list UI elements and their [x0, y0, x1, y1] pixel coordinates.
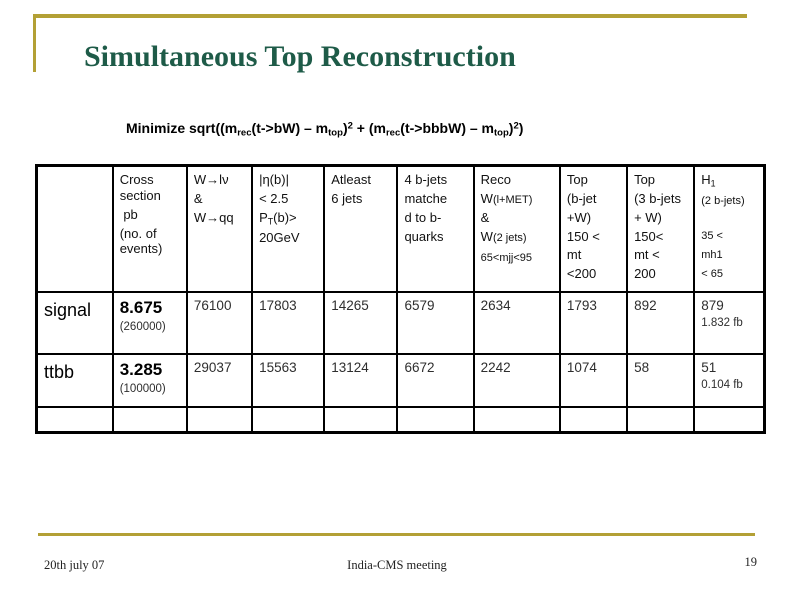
table-cell — [396, 405, 475, 434]
cell-value: 3.285 — [119, 359, 163, 379]
row-label-ttbb: ttbb — [35, 352, 114, 408]
table-cell — [626, 405, 696, 434]
cell-value: 17803 — [259, 297, 297, 313]
header-4-bjets-matched: 4 b-jets matche d to b-quarks — [396, 164, 475, 293]
table-cell: 29037 — [185, 352, 254, 408]
table-cell: 2242 — [472, 352, 561, 408]
table-cell: 2634 — [472, 290, 561, 355]
table-cell: 6579 — [396, 290, 475, 355]
table-cell — [111, 405, 188, 434]
table-cell: 1074 — [558, 352, 629, 408]
row-label-signal: signal — [35, 290, 114, 355]
cell-value: 6672 — [404, 359, 435, 375]
cell-value: 58 — [634, 359, 650, 375]
cell-value: 13124 — [331, 359, 369, 375]
slide-title: Simultaneous Top Reconstruction — [84, 40, 516, 73]
table-cell — [35, 405, 114, 434]
table-cell: 3.285 (100000) — [111, 352, 188, 408]
cell-value: 8.675 — [119, 297, 163, 317]
table-cell: 76100 — [185, 290, 254, 355]
cell-value: 892 — [634, 297, 657, 313]
header-w-decay: W→lν & W→qq — [185, 164, 254, 293]
table-cell: 13124 — [323, 352, 399, 408]
header-top-3bjets-w: Top (3 b-jets + W) 150< mt <200 — [626, 164, 696, 293]
table-cell: 892 — [626, 290, 696, 355]
results-table: Cross section pb (no. of events) W→lν & W→q… — [35, 164, 766, 434]
table-cell: 14265 — [323, 290, 399, 355]
header-reco-w: Reco W(l+MET) & W(2 jets) 65<mjj<95 — [472, 164, 561, 293]
table-cell — [472, 405, 561, 434]
table-cell: 17803 — [251, 290, 326, 355]
footer-meeting-name: India-CMS meeting — [347, 558, 447, 572]
table-cell: 58 — [626, 352, 696, 408]
table-cell — [693, 405, 766, 434]
table-cell — [558, 405, 629, 434]
table-cell: 879 1.832 fb — [693, 290, 766, 355]
table-row-ttbb: ttbb 3.285 (100000) 29037 15563 13124 66… — [35, 352, 766, 408]
cell-value: 29037 — [193, 359, 232, 375]
cell-value: 879 — [701, 297, 724, 313]
table-header-row: Cross section pb (no. of events) W→lν & W→q… — [35, 164, 766, 293]
top-accent-line — [33, 14, 747, 18]
table-cell: 1793 — [558, 290, 629, 355]
cell-value: 76100 — [193, 297, 232, 313]
footer-accent-line — [38, 533, 755, 536]
cell-value: 15563 — [259, 359, 297, 375]
cell-note: 0.104 fb — [701, 378, 743, 391]
table-cell — [323, 405, 399, 434]
cell-value: 14265 — [331, 297, 369, 313]
header-cross-section: Cross section pb (no. of events) — [111, 164, 188, 293]
table-cell: 15563 — [251, 352, 326, 408]
table-cell — [185, 405, 254, 434]
header-eta-pt-cuts: |η(b)| < 2.5 PT(b)> 20GeV — [251, 164, 326, 293]
header-corner-empty — [35, 164, 114, 293]
table-cell: 6672 — [396, 352, 475, 408]
cell-note: (260000) — [119, 320, 166, 333]
table-cell: 51 0.104 fb — [693, 352, 766, 408]
table-cell — [251, 405, 326, 434]
header-top-bjet-w: Top (b-jet +W) 150 < mt <200 — [558, 164, 629, 293]
minimize-formula: Minimize sqrt((mrec(t->bW) – mtop)2 + (m… — [126, 120, 524, 139]
cell-value: 2242 — [480, 359, 511, 375]
cell-value: 2634 — [480, 297, 511, 313]
footer-date: 20th july 07 — [44, 558, 105, 572]
cell-value: 6579 — [404, 297, 435, 313]
header-atleast-6-jets: Atleast 6 jets — [323, 164, 399, 293]
footer-page-number: 19 — [744, 555, 758, 569]
cell-value: 1793 — [566, 297, 597, 313]
table-row-signal: signal 8.675 (260000) 76100 17803 14265 … — [35, 290, 766, 355]
cell-note: 1.832 fb — [701, 316, 743, 329]
table-cell: 8.675 (260000) — [111, 290, 188, 355]
table-row-empty — [35, 405, 766, 434]
cell-value: 1074 — [566, 359, 597, 375]
left-accent-line — [33, 14, 36, 72]
cell-value: 51 — [701, 359, 717, 375]
cell-note: (100000) — [119, 382, 166, 395]
header-h1-2bjets: H1 (2 b-jets) 35 < mh1 < 65 — [693, 164, 766, 293]
